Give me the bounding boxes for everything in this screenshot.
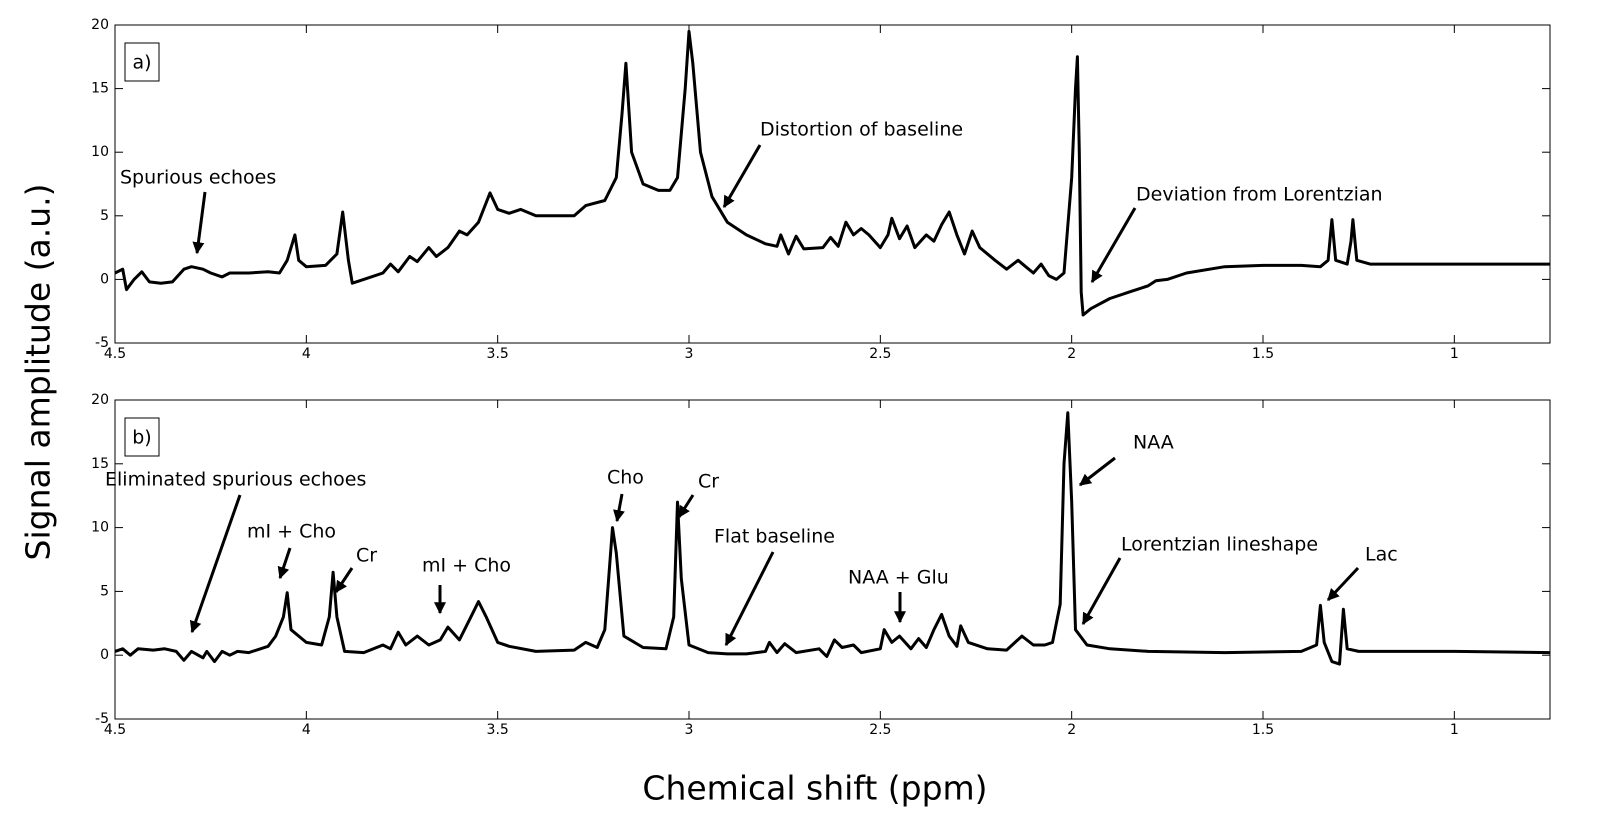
x-tick-label: 2 (1067, 722, 1076, 738)
y-tick-label: -5 (95, 335, 109, 351)
annotation-arrow (1081, 557, 1122, 626)
plot-frame (114, 399, 1551, 720)
x-tick-label: 1.5 (1252, 346, 1274, 362)
annotation: mI + Cho (247, 521, 336, 543)
x-tick-label: 2 (1067, 346, 1076, 362)
y-axis-label: Signal amplitude (a.u.) (19, 184, 58, 561)
annotation-arrow (334, 567, 354, 593)
panel-label: a) (132, 52, 151, 74)
y-tick-label: 5 (100, 583, 109, 599)
plot-frame (114, 24, 1551, 344)
annotation: Lorentzian lineshape (1121, 534, 1318, 556)
annotation: Cr (356, 545, 377, 567)
y-tick-label: 20 (91, 17, 109, 33)
x-tick-label: 2.5 (869, 722, 891, 738)
annotation-arrow (677, 494, 695, 519)
y-tick-label: -5 (95, 711, 109, 727)
annotation-arrow (722, 144, 762, 209)
y-tick-label: 10 (91, 520, 109, 536)
annotation-arrow (192, 191, 207, 255)
x-tick-label: 3 (685, 722, 694, 738)
y-tick-label: 0 (100, 271, 109, 287)
x-tick-label: 1 (1450, 722, 1459, 738)
annotation-arrow (1326, 566, 1360, 602)
x-tick-label: 4 (302, 722, 311, 738)
y-tick-label: 20 (91, 392, 109, 408)
spectrum-line (114, 411, 1551, 666)
panel-label-box (124, 42, 160, 82)
annotation: mI + Cho (422, 555, 511, 577)
panel-label-box (124, 417, 160, 457)
panel-label: b) (132, 427, 151, 449)
x-tick-label: 4.5 (104, 722, 126, 738)
annotation: NAA (1133, 432, 1174, 454)
y-tick-label: 5 (100, 208, 109, 224)
annotation-arrow (724, 551, 775, 647)
annotation: Cho (607, 467, 644, 489)
y-tick-label: 15 (91, 81, 109, 97)
annotation-arrow (1090, 207, 1137, 284)
annotation: Eliminated spurious echoes (105, 469, 366, 491)
x-axis-label: Chemical shift (ppm) (642, 769, 987, 808)
x-tick-label: 4 (302, 346, 311, 362)
x-tick-label: 3.5 (487, 346, 509, 362)
x-tick-label: 1.5 (1252, 722, 1274, 738)
x-tick-label: 3 (685, 346, 694, 362)
annotation: NAA + Glu (848, 567, 949, 589)
annotation: Deviation from Lorentzian (1136, 184, 1383, 206)
annotation-arrow (613, 493, 625, 523)
x-tick-label: 1 (1450, 346, 1459, 362)
x-tick-label: 2.5 (869, 346, 891, 362)
y-tick-label: 10 (91, 144, 109, 160)
x-tick-label: 4.5 (104, 346, 126, 362)
annotation: Flat baseline (714, 526, 835, 548)
spectrum-line (114, 29, 1550, 317)
x-tick-label: 3.5 (487, 722, 509, 738)
y-tick-label: 15 (91, 456, 109, 472)
y-tick-label: 0 (100, 647, 109, 663)
annotation: Distortion of baseline (760, 119, 963, 141)
annotation: Cr (698, 471, 719, 493)
annotation: Lac (1365, 544, 1398, 566)
annotation-arrow (1079, 456, 1116, 487)
annotation-arrow (277, 547, 292, 580)
annotation: Spurious echoes (120, 167, 276, 189)
annotation-arrow (189, 494, 242, 634)
